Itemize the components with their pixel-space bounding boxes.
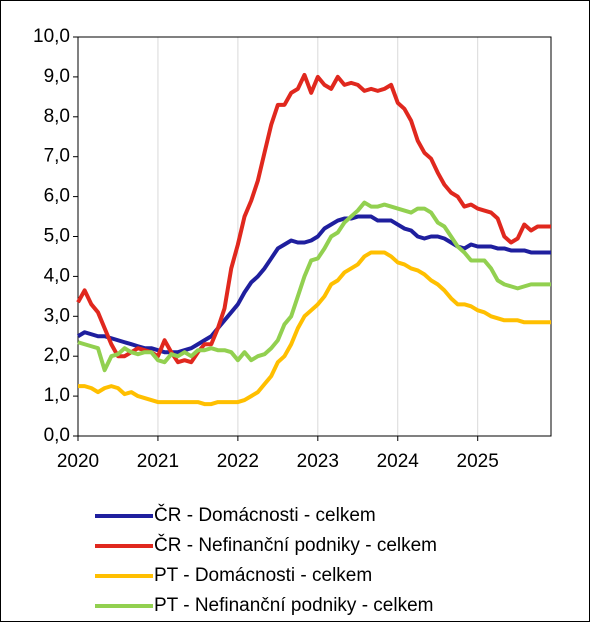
legend-label: PT - Nefinanční podniky - celkem [154,595,434,616]
y-tick-label: 2,0 [44,345,70,366]
legend-label: ČR - Domácnosti - celkem [154,504,376,526]
x-tick-label: 2025 [457,451,499,472]
x-tick-label: 2020 [57,451,99,472]
series-line [78,250,551,407]
x-tick-label: 2023 [297,451,339,472]
series-line [76,72,551,365]
y-tick-label: 5,0 [44,226,70,247]
y-tick-label: 0,0 [44,425,70,446]
series-line [77,200,551,373]
legend-label: PT - Domácnosti - celkem [154,565,372,586]
x-tick-label: 2021 [137,451,179,472]
y-tick-label: 6,0 [44,186,70,207]
series-line [76,214,551,355]
y-tick-label: 3,0 [44,305,70,326]
y-tick-label: 7,0 [44,146,70,167]
y-tick-label: 1,0 [44,385,70,406]
y-tick-label: 8,0 [44,106,70,127]
plot-border [77,36,552,437]
y-tick-label: 4,0 [44,265,70,286]
y-tick-label: 9,0 [44,66,70,87]
y-tick-label: 10,0 [33,26,70,47]
x-tick-label: 2022 [217,451,259,472]
x-tick-label: 2024 [377,451,420,472]
legend-label: ČR - Nefinanční podniky - celkem [154,534,437,556]
